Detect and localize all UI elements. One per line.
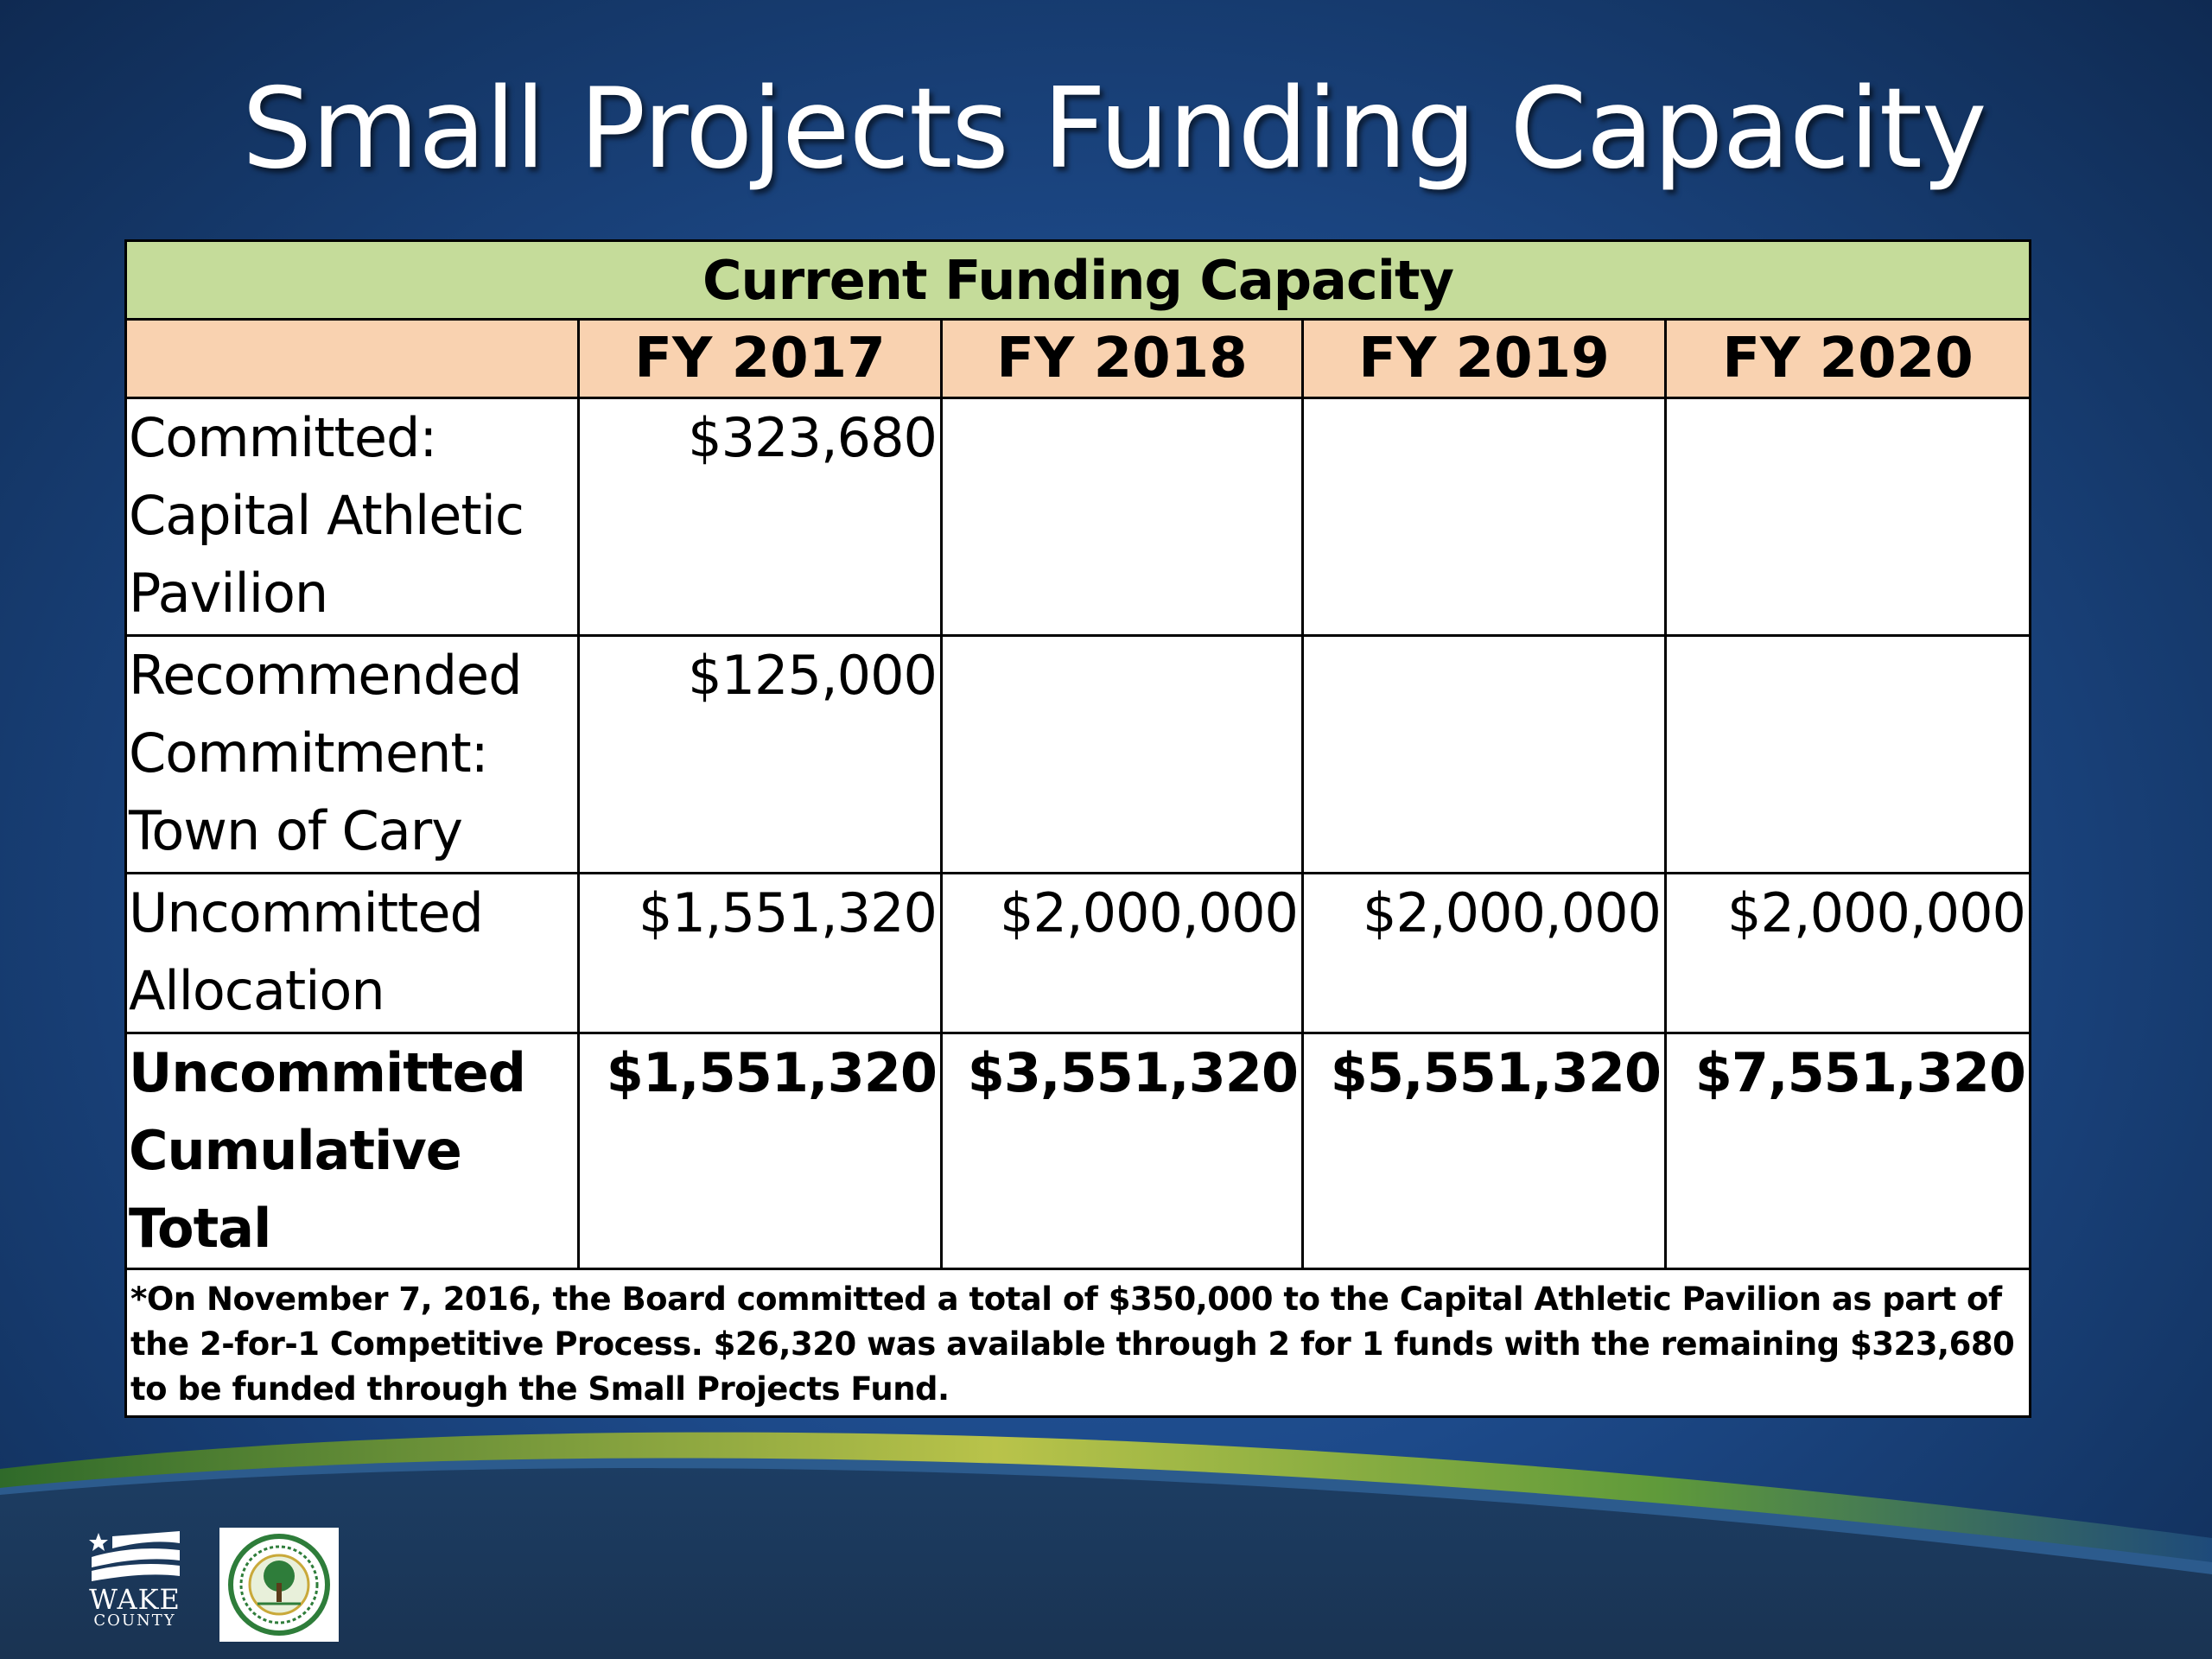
wake-county-parks-seal-icon: [228, 1534, 330, 1636]
cell-allocation-fy2017: $1,551,320: [577, 872, 943, 1034]
cell-committed-fy2018: [940, 397, 1304, 637]
cell-committed-fy2020: [1664, 397, 2031, 637]
table-caption: Current Funding Capacity: [124, 239, 2031, 321]
cell-recommended-fy2017: $125,000: [577, 634, 943, 874]
wake-logo-name: WAKE: [89, 1583, 181, 1616]
slide-title: Small Projects Funding Capacity: [242, 65, 1987, 194]
parks-seal-logo: [219, 1528, 339, 1642]
wake-county-logo: WAKE COUNTY: [86, 1528, 183, 1638]
row-label-line: Pavilion: [129, 562, 328, 625]
table-row-uncommitted-allocation: Uncommitted Allocation $1,551,320 $2,000…: [124, 872, 2031, 1034]
row-label-recommended: Recommended Commitment: Town of Cary: [124, 634, 580, 874]
cell-cumulative-fy2017: $1,551,320: [577, 1032, 943, 1270]
header-fy2018: FY 2018: [940, 318, 1304, 399]
header-fy2017: FY 2017: [577, 318, 943, 399]
cell-allocation-fy2020: $2,000,000: [1664, 872, 2031, 1034]
row-label-line: Commitment:: [129, 721, 489, 785]
header-cell-empty: [124, 318, 580, 399]
row-label-uncommitted-allocation: Uncommitted Allocation: [124, 872, 580, 1034]
cell-committed-fy2019: [1301, 397, 1667, 637]
table-row-committed: Committed: Capital Athletic Pavilion $32…: [124, 397, 2031, 637]
cell-allocation-fy2018: $2,000,000: [940, 872, 1304, 1034]
row-label-line: Town of Cary: [129, 799, 463, 862]
row-label-line: Cumulative Total: [129, 1119, 462, 1260]
cell-recommended-fy2018: [940, 634, 1304, 874]
row-label-line: Allocation: [129, 959, 385, 1022]
cell-committed-fy2017: $323,680: [577, 397, 943, 637]
header-fy2019: FY 2019: [1301, 318, 1667, 399]
header-fy2020: FY 2020: [1664, 318, 2031, 399]
table-header-row: FY 2017 FY 2018 FY 2019 FY 2020: [124, 318, 2031, 399]
table-caption-row: Current Funding Capacity: [124, 239, 2031, 321]
table-row-cumulative-total: Uncommitted Cumulative Total $1,551,320 …: [124, 1032, 2031, 1270]
row-label-committed: Committed: Capital Athletic Pavilion: [124, 397, 580, 637]
footnote-text: *On November 7, 2016, the Board committe…: [124, 1268, 2031, 1418]
cell-allocation-fy2019: $2,000,000: [1301, 872, 1667, 1034]
cell-recommended-fy2020: [1664, 634, 2031, 874]
wake-logo-county: COUNTY: [93, 1611, 176, 1630]
footnote-row: *On November 7, 2016, the Board committe…: [124, 1268, 2031, 1418]
wake-county-flag-icon: [89, 1531, 180, 1581]
cell-cumulative-fy2019: $5,551,320: [1301, 1032, 1667, 1270]
row-label-cumulative-total: Uncommitted Cumulative Total: [124, 1032, 580, 1270]
cell-recommended-fy2019: [1301, 634, 1667, 874]
row-label-line: Uncommitted: [129, 881, 484, 944]
row-label-line: Capital Athletic: [129, 484, 524, 547]
decorative-swoosh: [0, 1432, 2212, 1659]
funding-capacity-table: Current Funding Capacity FY 2017 FY 2018…: [124, 239, 2031, 1418]
table-row-recommended: Recommended Commitment: Town of Cary $12…: [124, 634, 2031, 874]
row-label-line: Committed:: [129, 406, 437, 469]
cell-cumulative-fy2020: $7,551,320: [1664, 1032, 2031, 1270]
row-label-line: Uncommitted: [129, 1041, 526, 1104]
row-label-line: Recommended: [129, 644, 523, 707]
cell-cumulative-fy2018: $3,551,320: [940, 1032, 1304, 1270]
